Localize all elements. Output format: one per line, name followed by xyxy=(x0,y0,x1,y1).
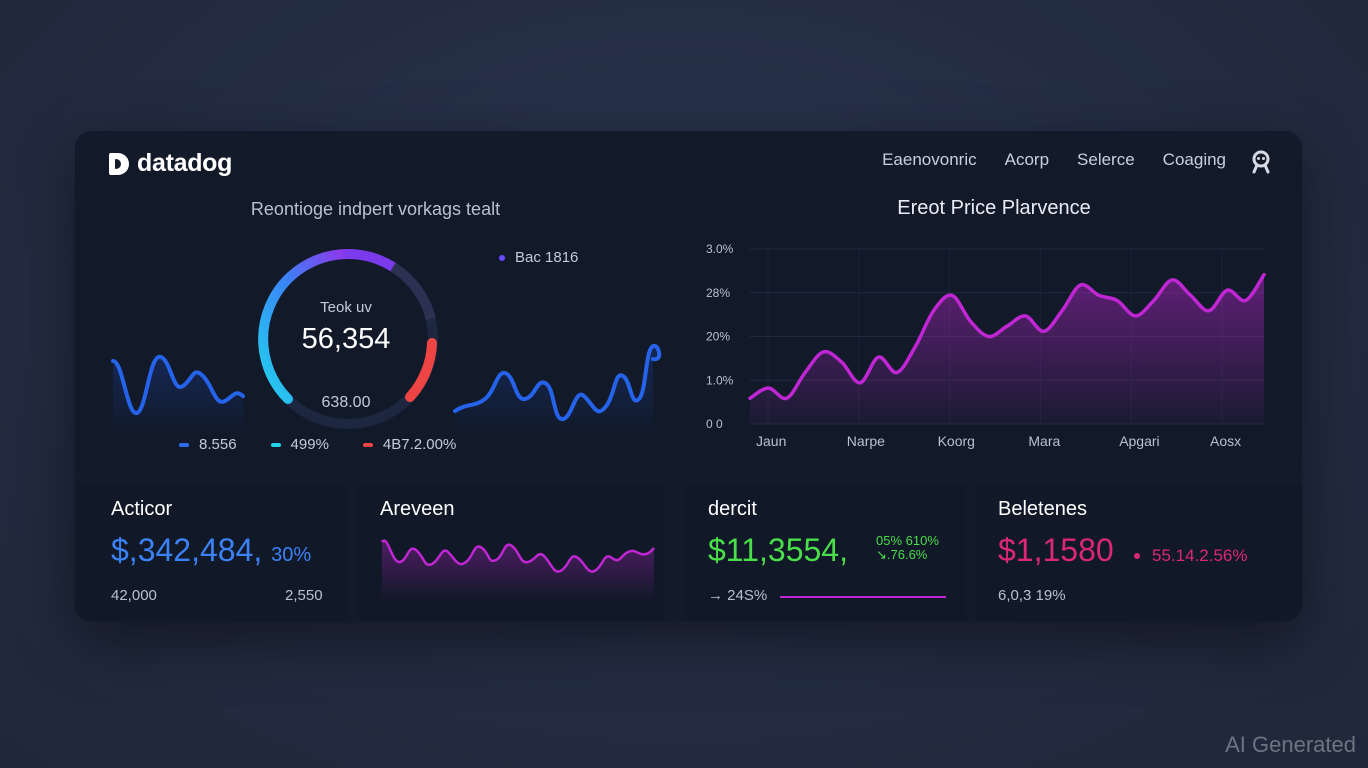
card-title: Acticor xyxy=(111,498,173,520)
gauge-arc-red xyxy=(405,338,437,402)
gauge-label: Teok uv xyxy=(320,299,372,316)
change-value: 55.14.2.56% xyxy=(1152,546,1248,565)
area-fill xyxy=(750,274,1264,424)
x-tick-label: Narpe xyxy=(847,433,885,449)
nav-item[interactable]: Acorp xyxy=(1004,150,1050,169)
nav-item[interactable]: Selerce xyxy=(1077,150,1135,169)
card-amount: $1,1580 xyxy=(998,532,1114,568)
card-change: 55.14.2.56% xyxy=(1134,546,1247,566)
legend-swatch xyxy=(179,442,189,447)
progress-line xyxy=(780,596,946,598)
gauge-arc-purple xyxy=(343,249,398,272)
gauge-arc-blue xyxy=(258,249,353,404)
legend-bottom: 8.556 499% 4B7.2.00% xyxy=(179,436,456,453)
x-tick-label: Aosx xyxy=(1210,433,1241,449)
card-title: Areveen xyxy=(380,498,455,520)
amount-percent: 30% xyxy=(271,544,312,566)
card-stat-left: 42,000 xyxy=(111,587,157,604)
legend-swatch xyxy=(362,442,373,447)
card-stat-left: 6,0,3 19% xyxy=(998,587,1066,604)
overview-title: Reontioge indpert vorkags tealt xyxy=(250,199,501,219)
revenue-sparkline xyxy=(381,539,655,602)
legend-dot xyxy=(499,254,505,261)
watermark: AI Generated xyxy=(1225,732,1356,757)
card-amount: $,342,484, 30% xyxy=(111,532,311,569)
stat-value: → 24S% xyxy=(708,587,768,604)
price-performance-panel: Ereot Price Plarvence 0 0 1.0% 20% 28% 3.0% J… xyxy=(686,161,1302,473)
y-tick-label: 0 0 xyxy=(706,417,723,431)
logo-text: datadog xyxy=(137,149,233,177)
chart-title: Ereot Price Plarvence xyxy=(897,197,1091,219)
card-areveen: Areveen xyxy=(358,484,665,621)
y-tick-label: 20% xyxy=(706,330,730,344)
area-chart: 0 0 1.0% 20% 28% 3.0% Jaun Narpe Koorg Mara Apgar… xyxy=(706,242,1266,449)
change-bottom: ↘.76.6% xyxy=(876,547,928,562)
series-line xyxy=(748,272,1266,401)
card-change: 05% 610% ↘.76.6% xyxy=(876,534,939,562)
top-nav: Eaenovonric Acorp Selerce Coaging xyxy=(882,150,1226,170)
legend-label: 499% xyxy=(290,436,329,453)
legend-item: 8.556 xyxy=(179,436,237,453)
nav-item[interactable]: Eaenovonric xyxy=(882,150,977,169)
dashboard: Reontioge indpert vorkags tealt Bac 1816 xyxy=(75,131,1302,621)
right-wave-area xyxy=(455,345,660,433)
x-tick-label: Jaun xyxy=(756,433,786,449)
card-dercit: dercit $11,3554, 05% 610% ↘.76.6% → 24S% xyxy=(686,484,966,621)
card-acticor: Acticor $,342,484, 30% 42,000 2,550 xyxy=(75,484,347,621)
left-wave-area xyxy=(113,356,245,433)
gauge-value: 56,354 xyxy=(301,323,391,355)
nav-item[interactable]: Coaging xyxy=(1162,150,1226,169)
card-title: dercit xyxy=(708,498,757,520)
right-wave-line xyxy=(453,344,662,421)
legend-item: 4B7.2.00% xyxy=(362,436,457,453)
card-amount: $11,3554, xyxy=(708,532,848,568)
gauge-and-waves xyxy=(111,249,662,433)
legend-top-label: Bac 1816 xyxy=(515,249,579,266)
card-beletenes: Beletenes $1,1580 55.14.2.56% 6,0,3 19% xyxy=(976,484,1302,621)
legend-swatch xyxy=(270,442,281,447)
gauge-sub-value: 638.00 xyxy=(321,394,371,411)
card-stat-left: → 24S% xyxy=(708,587,767,604)
amount-value: $,342,484, xyxy=(111,532,263,568)
left-wave-line xyxy=(111,355,245,415)
logo[interactable]: datadog xyxy=(109,149,232,178)
user-icon[interactable] xyxy=(1248,148,1274,174)
change-dot xyxy=(1134,553,1140,559)
legend-label: 8.556 xyxy=(199,436,237,453)
card-stat-right: 2,550 xyxy=(285,587,323,604)
overview-panel: Reontioge indpert vorkags tealt Bac 1816 xyxy=(75,161,676,473)
y-tick-label: 3.0% xyxy=(706,242,734,256)
legend-item: 499% xyxy=(270,436,329,453)
top-bar: datadog Eaenovonric Acorp Selerce Coagin… xyxy=(75,131,1302,191)
x-tick-label: Koorg xyxy=(938,433,975,449)
legend-top: Bac 1816 xyxy=(499,249,578,266)
x-tick-label: Apgari xyxy=(1119,433,1159,449)
x-tick-label: Mara xyxy=(1028,433,1060,449)
change-top: 05% 610% xyxy=(876,533,939,548)
card-title: Beletenes xyxy=(998,498,1087,520)
sparkline-line xyxy=(381,539,655,573)
y-tick-label: 28% xyxy=(706,286,730,300)
logo-icon xyxy=(109,152,129,175)
y-tick-label: 1.0% xyxy=(706,373,734,387)
gauge-arc-dark xyxy=(390,262,436,321)
legend-label: 4B7.2.00% xyxy=(382,436,457,453)
